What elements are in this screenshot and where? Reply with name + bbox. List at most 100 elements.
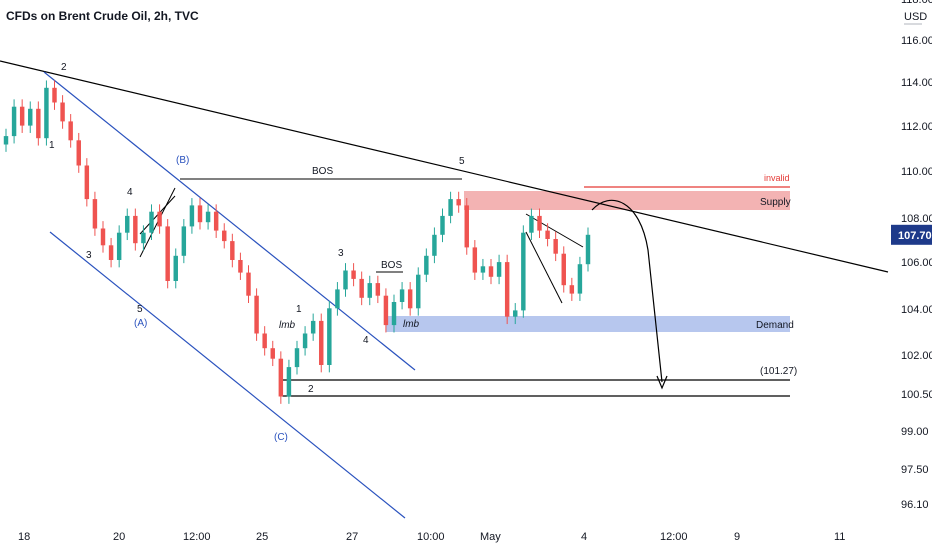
candle-body (230, 241, 235, 260)
candle-body (456, 199, 461, 206)
candle-body (92, 199, 98, 229)
candle-body (116, 232, 122, 260)
y-axis-unit: USD (904, 11, 927, 23)
candle-body (383, 295, 389, 326)
candle-body (416, 274, 421, 309)
candle-body (246, 272, 251, 296)
candle-body (537, 215, 542, 231)
current-price-badge (891, 224, 932, 245)
candle-body (529, 215, 534, 233)
candle-body (432, 234, 437, 256)
candle-body (440, 215, 445, 235)
y-tick-label: 118.00 (901, 0, 932, 6)
bos-label: BOS (312, 166, 333, 177)
x-tick-label: 20 (113, 531, 125, 543)
y-tick-label: 112.00 (901, 121, 932, 133)
candle-body (254, 295, 259, 334)
wave-label: 4 (363, 335, 369, 346)
candle-body (133, 215, 138, 244)
candle-body (585, 234, 591, 265)
candle-body (19, 106, 25, 126)
candle-body (569, 285, 575, 294)
wave-label: 3 (338, 248, 344, 259)
candle-body (11, 106, 17, 137)
wedge-line (525, 213, 584, 248)
candle-body (464, 205, 469, 248)
candle-body (424, 255, 429, 275)
chart-title: CFDs on Brent Crude Oil, 2h, TVC (6, 9, 199, 23)
candle-body (270, 348, 275, 359)
wave-label: (C) (274, 432, 288, 443)
x-tick-label: 27 (346, 531, 358, 543)
candle-body (448, 199, 453, 216)
candle-body (213, 211, 219, 231)
candle-body (391, 302, 397, 326)
candle-body (496, 262, 502, 277)
target-label: (101.27) (760, 366, 797, 377)
x-tick-label: 25 (256, 531, 268, 543)
candle-body (76, 140, 81, 166)
y-tick-label: 100.50 (901, 389, 932, 401)
candle-body (310, 320, 316, 334)
y-tick-label: 104.00 (901, 304, 932, 316)
candle-body (375, 283, 381, 296)
candle-body (335, 289, 340, 309)
candle-body (100, 228, 106, 246)
y-tick-label: 102.00 (901, 350, 932, 362)
candle-body (197, 205, 203, 223)
candle-body (181, 226, 187, 256)
candle-body (36, 108, 41, 139)
x-tick-label: 12:00 (183, 531, 211, 543)
supply-label: Supply (760, 197, 791, 208)
wave-label: 5 (137, 304, 143, 315)
candle-body (302, 333, 308, 349)
y-tick-label: 108.00 (901, 213, 932, 225)
wave-label: 4 (127, 187, 133, 198)
candle-body (351, 270, 356, 279)
wave-label: 1 (49, 140, 55, 151)
candle-body (108, 245, 114, 260)
candle-body (488, 266, 494, 277)
descending-trendline (0, 60, 889, 273)
y-tick-label: 99.00 (901, 426, 929, 438)
x-tick-label: 9 (734, 531, 740, 543)
x-tick-label: May (480, 531, 501, 543)
candle-body (545, 230, 550, 239)
candle-body (577, 264, 583, 294)
current-price-label: 107.70 (898, 230, 932, 242)
candle-body (504, 262, 510, 317)
x-tick-label: 18 (18, 531, 30, 543)
candle-body (262, 333, 267, 349)
candle-body (125, 215, 130, 233)
candle-body (149, 211, 154, 233)
y-tick-label: 97.50 (901, 464, 929, 476)
candle-body (480, 266, 486, 273)
candle-body (472, 247, 478, 273)
channel-lower-line (49, 231, 406, 519)
y-tick-label: 96.10 (901, 499, 929, 511)
candle-body (3, 136, 9, 145)
candle-body (68, 121, 73, 141)
candle-body (327, 308, 332, 365)
channel-upper-line (43, 71, 416, 371)
wave-label: (B) (176, 155, 189, 166)
lmb-label: lmb (403, 319, 420, 330)
demand-label: Demand (756, 320, 794, 331)
projection-arrow-icon (656, 375, 668, 390)
candle-body (521, 232, 526, 311)
x-tick-label: 12:00 (660, 531, 688, 543)
candle-body (407, 289, 413, 309)
candle-body (513, 310, 518, 317)
candle-body (141, 232, 146, 244)
candle-body (278, 358, 284, 397)
bos-label: BOS (381, 260, 402, 271)
candle-body (222, 230, 227, 242)
candle-body (343, 270, 348, 290)
wave-label: 1 (296, 304, 302, 315)
candle-body (189, 205, 195, 227)
supply-zone (464, 191, 790, 210)
candle-body (367, 283, 372, 298)
candle-body (60, 102, 65, 122)
candle-body (553, 239, 558, 254)
